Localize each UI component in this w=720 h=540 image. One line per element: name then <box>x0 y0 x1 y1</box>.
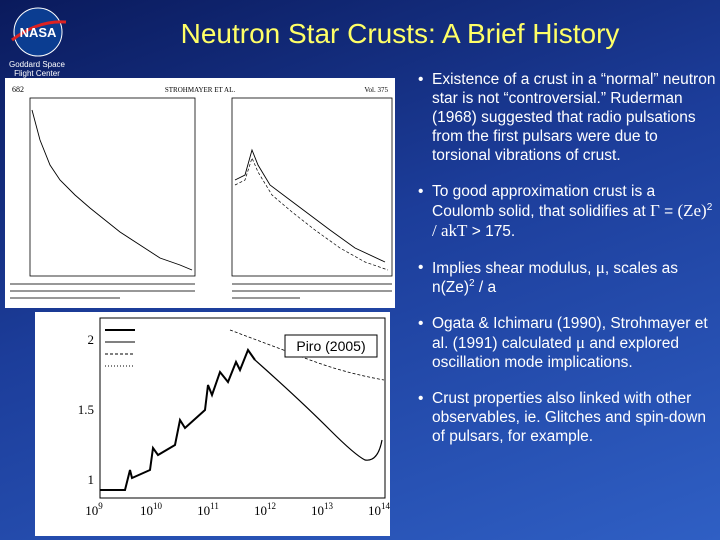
fig1-page: 682 <box>12 85 24 94</box>
bullet: Existence of a crust in a “normal” neutr… <box>412 70 717 165</box>
x-tick-exp: 10 <box>153 501 163 511</box>
curve <box>254 359 383 461</box>
text: μ <box>575 333 586 352</box>
x-tick-base: 10 <box>85 503 98 518</box>
text: and explored oscillation mode implicatio… <box>432 335 679 371</box>
plot-frame <box>29 97 196 277</box>
bullet: Implies shear modulus, μ, scales as n(Ze… <box>412 258 717 297</box>
x-tick-exp: 13 <box>324 501 334 511</box>
figure1-bg <box>5 78 395 308</box>
x-tick-exp: 11 <box>210 501 219 511</box>
text: μ <box>595 258 605 277</box>
x-tick-label: 1011 <box>197 501 219 518</box>
legend-lines <box>105 329 135 367</box>
x-tick-base: 10 <box>254 503 267 518</box>
bullet-list: Existence of a crust in a “normal” neutr… <box>412 70 717 463</box>
text: Γ <box>649 201 660 220</box>
text: / akT <box>432 221 468 240</box>
x-tick-exp: 14 <box>381 501 391 511</box>
text: > 175. <box>467 223 516 240</box>
curve <box>234 148 386 263</box>
text: / a <box>474 279 497 296</box>
fig1-vol: Vol. 375 <box>364 86 388 94</box>
caption-lines <box>10 283 392 299</box>
curve <box>229 329 385 381</box>
y-tick-label: 1.5 <box>78 402 94 417</box>
y-tick-label: 2 <box>88 332 95 347</box>
x-tick-label: 1014 <box>368 501 391 518</box>
x-tick-base: 10 <box>311 503 324 518</box>
x-tick-base: 10 <box>197 503 210 518</box>
curve <box>31 109 193 271</box>
text: Implies shear modulus, <box>432 260 596 277</box>
plot-frame <box>231 97 393 277</box>
text: Ogata & Ichimaru (1990), Strohmayer et a… <box>432 315 708 352</box>
y-tick-label: 1 <box>88 472 95 487</box>
text: Existence of a crust in a “normal” neutr… <box>432 71 716 164</box>
title: Neutron Star Crusts: A Brief History <box>180 18 620 49</box>
text: , scales as n(Ze) <box>432 260 679 296</box>
bullet: Ogata & Ichimaru (1990), Strohmayer et a… <box>412 314 717 372</box>
logo-swoosh <box>11 20 67 42</box>
center-name: Goddard Space Flight Center <box>8 60 66 78</box>
logo-disc <box>13 7 63 57</box>
text: = <box>659 203 678 220</box>
text: Crust properties also linked with other … <box>432 390 706 445</box>
credit-box <box>284 334 378 358</box>
superscript: 2 <box>706 201 713 213</box>
x-tick-label: 1013 <box>311 501 334 518</box>
curve <box>234 156 389 271</box>
x-tick-label: 1012 <box>254 501 276 518</box>
credit: Piro (2005) <box>296 338 365 354</box>
fig1-head: STROHMAYER ET AL. <box>165 86 235 94</box>
logo-text: NASA <box>20 25 57 40</box>
x-tick-exp: 9 <box>98 501 103 511</box>
x-tick-label: 1010 <box>140 501 163 518</box>
x-tick-label: 109 <box>85 501 103 518</box>
text: (Ze) <box>677 201 707 220</box>
x-tick-base: 10 <box>140 503 153 518</box>
superscript: 2 <box>469 277 475 289</box>
curve <box>100 347 256 491</box>
bullet: Crust properties also linked with other … <box>412 389 717 446</box>
bullet: To good approximation crust is a Coulomb… <box>412 182 717 241</box>
plot-frame <box>99 317 386 499</box>
x-tick-base: 10 <box>368 503 381 518</box>
text: To good approximation crust is a Coulomb… <box>432 183 656 220</box>
x-tick-exp: 12 <box>267 501 276 511</box>
